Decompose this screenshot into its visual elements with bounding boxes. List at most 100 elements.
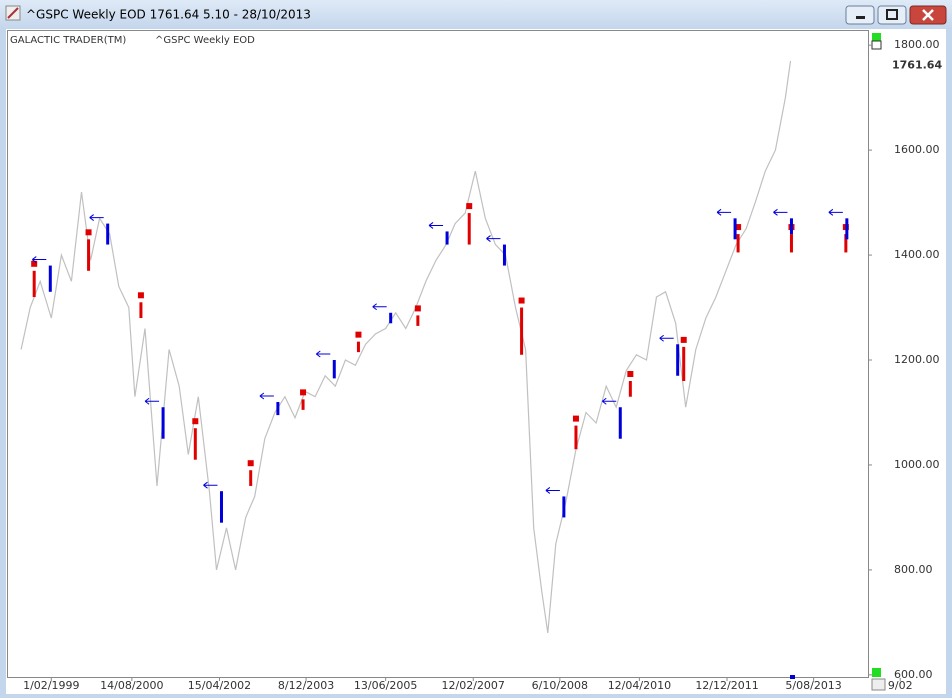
signal-bar: [249, 470, 253, 486]
signal-bar: [139, 302, 143, 319]
signal-arrow: [716, 208, 732, 216]
maximize-button[interactable]: [877, 5, 907, 25]
x-tick-label: 1/02/1999: [23, 679, 79, 692]
time-marker: [790, 675, 795, 679]
signal-bar: [682, 346, 686, 381]
chart-label: GALACTIC TRADER(TM): [10, 35, 126, 46]
signal-bar: [789, 218, 793, 235]
x-tick-label: 12/04/2010: [608, 679, 671, 692]
x-tick-label: 15/04/2002: [188, 679, 251, 692]
signal-marker: [85, 229, 92, 236]
signal-bar: [219, 491, 223, 523]
signal-marker: [466, 203, 473, 210]
signal-bar: [356, 341, 360, 353]
signal-arrow: [828, 208, 843, 216]
price-line: [20, 60, 792, 633]
signal-bar: [48, 265, 52, 292]
signal-bar: [389, 312, 393, 324]
signal-arrow: [601, 397, 617, 405]
signal-bar: [502, 244, 506, 266]
y-tick-label: 600.00: [894, 668, 933, 681]
corner-marker: [872, 668, 881, 677]
x-tick-label: 14/08/2000: [100, 679, 163, 692]
plot: 600.00 800.00 1000.00 1200.00 1400.00 1600.00…: [20, 38, 940, 681]
signal-bar: [736, 234, 740, 253]
window-buttons[interactable]: [845, 5, 947, 25]
signal-bar: [106, 223, 110, 245]
minimize-glyph: [856, 16, 865, 19]
signal-marker: [137, 292, 144, 299]
signal-bar: [276, 401, 280, 416]
app-icon-glyph: [7, 7, 19, 19]
close-glyph: [922, 9, 934, 21]
chart-subtitle: ^GSPC Weekly EOD: [155, 35, 255, 46]
tf-button[interactable]: [871, 678, 886, 691]
signal-bar: [445, 231, 449, 245]
y-tick-label: 1200.00: [894, 353, 940, 366]
signal-arrow: [89, 214, 104, 221]
signal-arrow: [31, 256, 47, 263]
plot-frame: [7, 30, 869, 678]
signal-bar: [733, 218, 737, 240]
signal-arrow: [372, 303, 387, 311]
x-tick-label: 12/12/2011: [695, 679, 758, 692]
signal-marker: [572, 415, 579, 422]
signal-bar: [87, 239, 91, 271]
last-value-label: 1761.64: [892, 58, 942, 71]
x-tick-label: 12/02/2007: [442, 679, 505, 692]
corner-marker: [872, 33, 881, 41]
signal-bar: [844, 234, 848, 253]
signal-arrow: [486, 235, 501, 242]
y-tick-label: 1000.00: [894, 458, 940, 471]
signal-arrow: [428, 222, 444, 229]
x-tick-label: 13/06/2005: [354, 679, 417, 692]
signal-bar: [845, 218, 849, 240]
signal-bar: [676, 344, 680, 376]
y-tick-label: 1400.00: [894, 248, 940, 261]
signal-arrow: [203, 481, 218, 489]
signal-marker: [192, 418, 199, 425]
signal-bar: [301, 399, 305, 410]
x-tick-label: 5/08/2013: [785, 679, 841, 692]
signal-bar: [161, 407, 165, 439]
signal-bar: [193, 428, 197, 460]
signal-marker: [300, 389, 307, 396]
y-tick-label: 800.00: [894, 563, 933, 576]
signal-marker: [247, 460, 254, 467]
signal-marker: [414, 305, 421, 312]
signal-arrow: [545, 487, 560, 494]
signal-marker: [518, 297, 525, 304]
signal-marker: [31, 260, 38, 267]
y-tick-label: 1600.00: [894, 143, 940, 156]
title-bar: [0, 0, 952, 29]
signal-bar: [416, 315, 420, 326]
signal-bar: [618, 407, 622, 439]
signal-marker: [355, 331, 362, 338]
minimize-button[interactable]: [845, 5, 875, 25]
y-tick-label: 1800.00: [894, 38, 940, 51]
signal-bar: [789, 234, 793, 253]
corner-icon[interactable]: [871, 40, 882, 50]
signal-bar: [32, 270, 36, 298]
signal-arrow: [315, 350, 331, 358]
signal-bar: [628, 380, 632, 397]
signal-arrow: [659, 334, 674, 342]
maximize-glyph: [886, 9, 898, 20]
signal-bar: [467, 213, 471, 245]
x-tick-label: 6/10/2008: [532, 679, 588, 692]
signal-bar: [574, 425, 578, 450]
window-title: ^GSPC Weekly EOD 1761.64 5.10 - 28/10/20…: [26, 8, 311, 22]
signal-marker: [627, 370, 634, 377]
signal-arrow: [144, 397, 160, 405]
signal-marker: [735, 224, 742, 231]
signal-bar: [562, 496, 566, 518]
signal-marker: [680, 336, 687, 343]
signal-arrow: [259, 392, 274, 400]
signal-bar: [332, 360, 336, 379]
signal-arrow: [773, 208, 788, 216]
signal-bar: [520, 307, 524, 355]
x-tick-label: 8/12/2003: [278, 679, 334, 692]
x-tick-label: 9/02: [888, 679, 913, 692]
